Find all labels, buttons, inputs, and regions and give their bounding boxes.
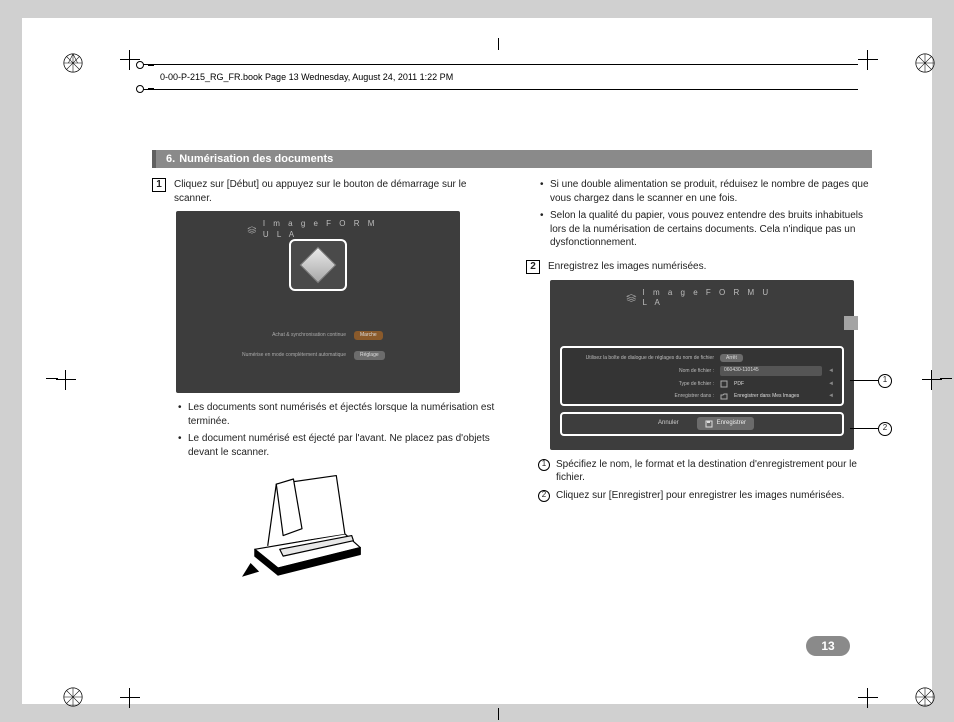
setting-label: Numérise en mode complètement automatiqu…: [196, 352, 346, 359]
note-item: Les documents sont numérisés et éjectés …: [178, 401, 498, 428]
start-button[interactable]: [289, 239, 347, 291]
section-heading: 6. Numérisation des documents: [152, 150, 872, 168]
app-logo: I m a g e F O R M U L A: [247, 219, 389, 241]
section-title: Numérisation des documents: [179, 153, 333, 165]
circled-number: 1: [538, 459, 550, 471]
page-number-badge: 13: [806, 636, 850, 656]
running-header-text: 0-00-P-215_RG_FR.book Page 13 Wednesday,…: [160, 72, 453, 82]
crop-mark-icon: [922, 370, 942, 390]
screenshot-save-wrap: I m a g e F O R M U L A Utilisez la boît…: [550, 280, 854, 450]
filetype-value[interactable]: PDF: [734, 381, 744, 388]
right-column: Si une double alimentation se produit, r…: [526, 178, 872, 587]
callout-number: 1: [878, 374, 892, 388]
callout-descriptions: 1 Spécifiez le nom, le format et la dest…: [538, 458, 872, 503]
setting-label: Achat & synchronisation continue: [196, 332, 346, 339]
save-settings-panel: Utilisez la boîte de dialogue de réglage…: [560, 346, 844, 406]
app-logo: I m a g e F O R M U L A: [626, 288, 778, 310]
note-item: Si une double alimentation se produit, r…: [540, 178, 872, 205]
crop-ornament-icon: [914, 686, 936, 708]
chevron-left-icon[interactable]: ◄: [828, 380, 834, 388]
running-header: 0-00-P-215_RG_FR.book Page 13 Wednesday,…: [140, 64, 858, 90]
cancel-button[interactable]: Annuler: [650, 417, 687, 429]
crop-mark-icon: [120, 688, 140, 708]
callout-number: 2: [878, 422, 892, 436]
step-1: 1 Cliquez sur [Début] ou appuyez sur le …: [152, 178, 498, 205]
save-button-label: Enregistrer: [717, 419, 746, 427]
crop-tick-icon: [940, 378, 952, 379]
crop-tick-icon: [498, 38, 499, 50]
save-button[interactable]: Enregistrer: [697, 417, 754, 429]
note-item: Selon la qualité du papier, vous pouvez …: [540, 209, 872, 250]
scanner-illustration: [212, 467, 392, 587]
callout-2: 2: [850, 422, 892, 436]
toggle-pill[interactable]: Arrêt: [720, 354, 743, 363]
crop-ornament-icon: [62, 686, 84, 708]
stack-icon: [247, 225, 257, 235]
dialog-button-row: Annuler Enregistrer: [560, 412, 844, 436]
callout-2-text: Cliquez sur [Enregistrer] pour enregistr…: [556, 489, 844, 503]
callout-line: [850, 428, 878, 429]
field-label: Enregistrer dans :: [570, 393, 714, 400]
eject-arrow-icon: [242, 563, 259, 577]
step-number-box: 2: [526, 260, 540, 274]
step-2-text: Enregistrez les images numérisées.: [548, 260, 706, 274]
screenshot-save-dialog: I m a g e F O R M U L A Utilisez la boît…: [550, 280, 854, 450]
crop-ornament-icon: [62, 52, 84, 74]
chevron-left-icon[interactable]: ◄: [828, 367, 834, 375]
left-column: 1 Cliquez sur [Début] ou appuyez sur le …: [152, 178, 498, 587]
step-1-text: Cliquez sur [Début] ou appuyez sur le bo…: [174, 178, 498, 205]
step-2: 2 Enregistrez les images numérisées.: [526, 260, 872, 274]
crop-mark-icon: [858, 50, 878, 70]
app-logo-text: I m a g e F O R M U L A: [643, 288, 778, 310]
crop-mark-icon: [858, 688, 878, 708]
diamond-icon: [300, 247, 337, 284]
field-label: Type de fichier :: [570, 381, 714, 388]
step-number-box: 1: [152, 178, 166, 192]
manual-page: 0-00-P-215_RG_FR.book Page 13 Wednesday,…: [22, 18, 932, 704]
runner-dot-icon: [136, 61, 144, 69]
callout-1: 1: [850, 374, 892, 388]
screenshot-start-scan: I m a g e F O R M U L A Achat & synchron…: [176, 211, 460, 393]
page-number: 13: [821, 639, 834, 653]
destination-value[interactable]: Enregistrer dans Mes Images: [734, 393, 799, 400]
file-icon: [720, 380, 728, 388]
app-logo-text: I m a g e F O R M U L A: [263, 219, 389, 241]
callout-1-text: Spécifiez le nom, le format et la destin…: [556, 458, 872, 485]
notes-list: Les documents sont numérisés et éjectés …: [164, 401, 498, 459]
crop-tick-icon: [498, 708, 499, 720]
field-label: Utilisez la boîte de dialogue de réglage…: [570, 355, 714, 362]
section-number: 6.: [166, 153, 175, 165]
field-label: Nom de fichier :: [570, 368, 714, 375]
callout-line: [850, 380, 878, 381]
runner-bar-icon: [148, 65, 154, 66]
settings-pill[interactable]: Réglage: [354, 351, 385, 360]
folder-icon: [720, 392, 728, 400]
stack-icon: [626, 293, 637, 303]
filename-field[interactable]: 060430-110145: [720, 366, 822, 376]
save-icon: [705, 420, 713, 428]
crop-ornament-icon: [914, 52, 936, 74]
note-item: Le document numérisé est éjecté par l'av…: [178, 432, 498, 459]
crop-tick-icon: [46, 378, 58, 379]
notes-list: Si une double alimentation se produit, r…: [526, 178, 872, 250]
runner-dot-icon: [136, 85, 144, 93]
toggle-pill[interactable]: Marche: [354, 331, 383, 340]
crop-mark-icon: [56, 370, 76, 390]
thumb-tab: [844, 316, 858, 330]
circled-number: 2: [538, 490, 550, 502]
runner-bar-icon: [148, 88, 154, 89]
chevron-left-icon[interactable]: ◄: [828, 392, 834, 400]
